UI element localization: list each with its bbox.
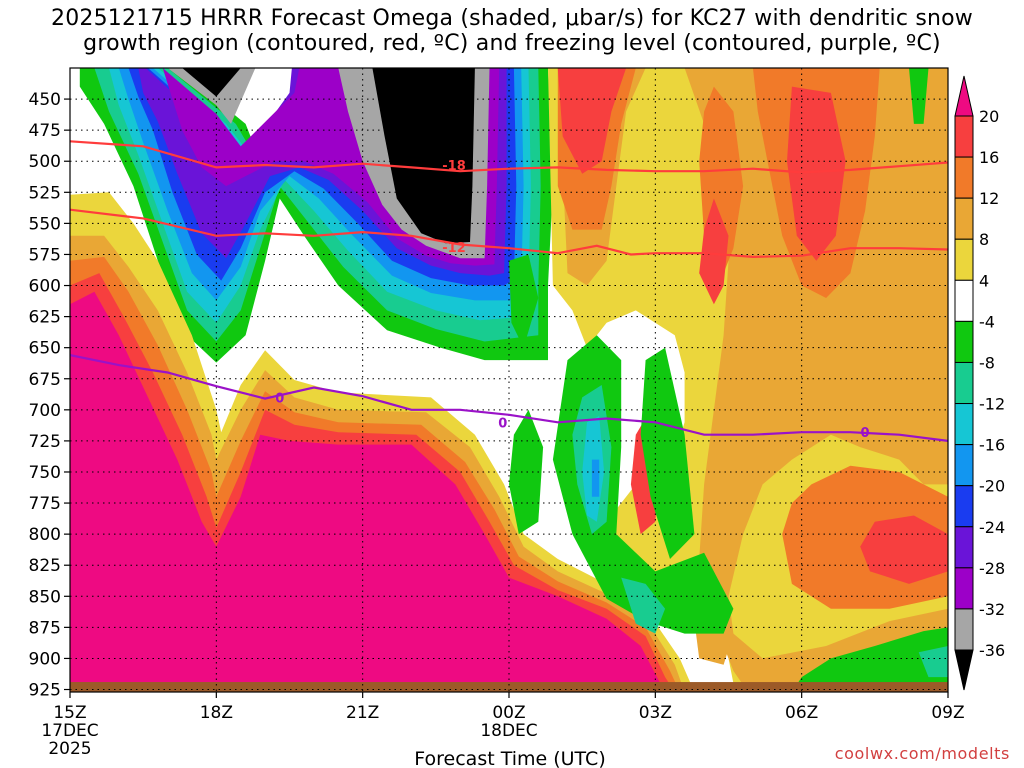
colorbar-bin — [954, 526, 974, 569]
colorbar-bin — [954, 608, 974, 651]
x-tick-label: 15Z — [53, 703, 86, 723]
y-tick-label: 675 — [29, 370, 61, 390]
colorbar-label: -24 — [979, 518, 1005, 537]
contour-0 — [70, 354, 948, 442]
y-tick-label: 525 — [29, 183, 61, 203]
omega-sink-14 — [699, 198, 729, 305]
colorbar-label: 12 — [979, 189, 999, 208]
colorbar-label: -16 — [979, 436, 1005, 455]
y-tick-label: 925 — [29, 681, 61, 701]
x-tick-label: 00Z — [492, 703, 525, 723]
colorbar-label: 8 — [979, 230, 989, 249]
chart-title-line1: 2025121715 HRRR Forecast Omega (shaded, … — [51, 6, 973, 31]
colorbar-bin — [954, 485, 974, 528]
y-tick-label: 900 — [29, 649, 61, 669]
colorbar-label: 16 — [979, 148, 999, 167]
y-tick-label: 450 — [29, 90, 61, 110]
colorbar-bin — [954, 197, 974, 240]
colorbar: 20 16 12 8 4 -4 -8 -12 -16 -20 -24 -28 -32 -36 — [954, 75, 1005, 691]
y-tick-label: 650 — [29, 339, 61, 359]
y-tick-label: 575 — [29, 245, 61, 265]
y-axis: 450 475 500 525 550 575 600 625 650 675 700 725 750 7… — [29, 90, 70, 701]
colorbar-bin — [954, 567, 974, 610]
x-tick-label: 21Z — [346, 703, 379, 723]
colorbar-label: -36 — [979, 641, 1005, 660]
omega-weak-5 — [591, 459, 600, 497]
colorbar-bin — [954, 156, 974, 199]
colorbar-label: 4 — [979, 271, 989, 290]
y-tick-label: 500 — [29, 152, 61, 172]
omega-shading — [70, 68, 948, 692]
contour-label-0-extra: 0 — [275, 391, 284, 406]
omega-weak-2 — [640, 347, 695, 559]
x-tick-label: 09Z — [931, 703, 964, 723]
omega-weak-7 — [791, 627, 948, 692]
colorbar-bottom-arrow — [954, 649, 974, 691]
y-tick-label: 550 — [29, 214, 61, 234]
contour-label-0-extra: 0 — [861, 426, 870, 441]
y-tick-label: 625 — [29, 308, 61, 328]
omega-weak-0 — [509, 409, 544, 535]
omega-sink-12 — [557, 68, 627, 174]
colorbar-label: -4 — [979, 312, 995, 331]
plot-area: -18 -12 0 0 0 — [70, 68, 948, 692]
x-tick-sublabel: 17DEC — [41, 721, 98, 741]
contour-lines: -18 -12 0 0 0 — [70, 140, 948, 442]
contour-label--12: -12 — [442, 241, 466, 256]
contour--12 — [70, 208, 948, 259]
grid-lines — [70, 68, 948, 692]
y-tick-label: 600 — [29, 277, 61, 297]
colorbar-bin — [954, 403, 974, 446]
omega-region-9 — [182, 68, 241, 97]
omega-sink-15 — [860, 515, 948, 584]
colorbar-bin — [954, 238, 974, 281]
omega-sink-4 — [70, 291, 670, 692]
omega-weak-9 — [509, 254, 539, 348]
x-axis-label: Forecast Time (UTC) — [414, 748, 605, 768]
colorbar-bin — [954, 279, 974, 322]
colorbar-label: -28 — [979, 559, 1005, 578]
x-tick-sublabel: 18DEC — [480, 721, 537, 741]
x-tick-label: 03Z — [639, 703, 672, 723]
y-tick-label: 700 — [29, 401, 61, 421]
omega-sink-7 — [684, 68, 948, 692]
colorbar-label: 20 — [979, 107, 999, 126]
colorbar-label: -32 — [979, 600, 1005, 619]
omega-region-10 — [372, 68, 475, 244]
contour-label-0: 0 — [498, 416, 507, 431]
omega-weak-10 — [909, 68, 929, 124]
y-tick-label: 775 — [29, 494, 61, 514]
colorbar-bin — [954, 444, 974, 487]
y-tick-label: 800 — [29, 525, 61, 545]
y-tick-label: 850 — [29, 587, 61, 607]
colorbar-label: -8 — [979, 353, 995, 372]
contour-label--18: -18 — [442, 159, 466, 174]
y-tick-label: 875 — [29, 618, 61, 638]
y-tick-label: 725 — [29, 432, 61, 452]
omega-weak-8 — [918, 646, 948, 678]
y-tick-label: 825 — [29, 556, 61, 576]
colorbar-top-arrow — [954, 75, 974, 117]
colorbar-bin — [954, 361, 974, 405]
x-tick-label: 18Z — [200, 703, 233, 723]
contour--18 — [70, 140, 948, 174]
x-tick-label: 06Z — [785, 703, 818, 723]
colorbar-label: -20 — [979, 477, 1005, 496]
y-tick-label: 475 — [29, 121, 61, 141]
omega-region-7 — [167, 68, 256, 124]
omega-weak-6 — [621, 577, 666, 634]
y-tick-label: 750 — [29, 463, 61, 483]
ground-strip — [70, 682, 948, 692]
colorbar-bin — [954, 115, 974, 158]
x-tick-year: 2025 — [48, 739, 91, 759]
credit-text: coolwx.com/modelts — [834, 744, 1010, 763]
colorbar-bin — [954, 320, 974, 363]
chart-title-line2: growth region (contoured, red, ºC) and f… — [83, 31, 941, 56]
colorbar-label: -12 — [979, 395, 1005, 414]
